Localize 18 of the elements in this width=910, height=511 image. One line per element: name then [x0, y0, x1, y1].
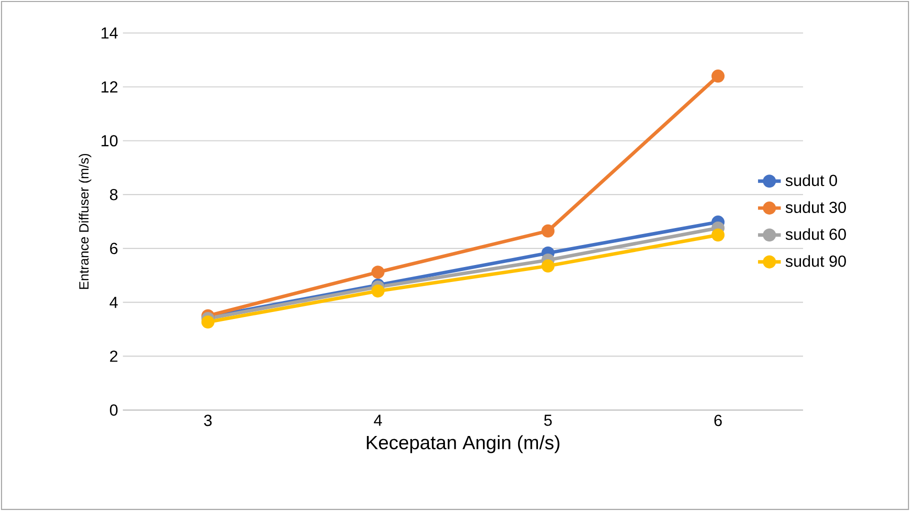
- legend-label: sudut 60: [786, 228, 846, 240]
- x-tick-label: 6: [714, 414, 722, 426]
- y-tick-label: 0: [110, 404, 118, 416]
- x-tick-label: 3: [204, 414, 212, 426]
- legend-label: sudut 0: [786, 174, 838, 186]
- x-tick-label: 5: [544, 414, 552, 426]
- x-axis-title: Kecepatan Angin (m/s): [366, 435, 560, 454]
- y-tick-label: 4: [110, 296, 118, 308]
- y-tick-label: 10: [102, 135, 118, 146]
- y-tick-label: 14: [102, 28, 118, 39]
- y-tick-label: 2: [110, 350, 118, 362]
- x-tick-label: 4: [374, 414, 382, 426]
- y-tick-label: 12: [102, 81, 118, 92]
- y-tick-label: 6: [110, 242, 118, 254]
- y-axis-title: Entrance Diffuser (m/s): [78, 154, 92, 289]
- legend-label: sudut 90: [786, 255, 846, 267]
- legend-label: sudut 30: [786, 201, 846, 214]
- y-tick-label: 8: [110, 188, 118, 200]
